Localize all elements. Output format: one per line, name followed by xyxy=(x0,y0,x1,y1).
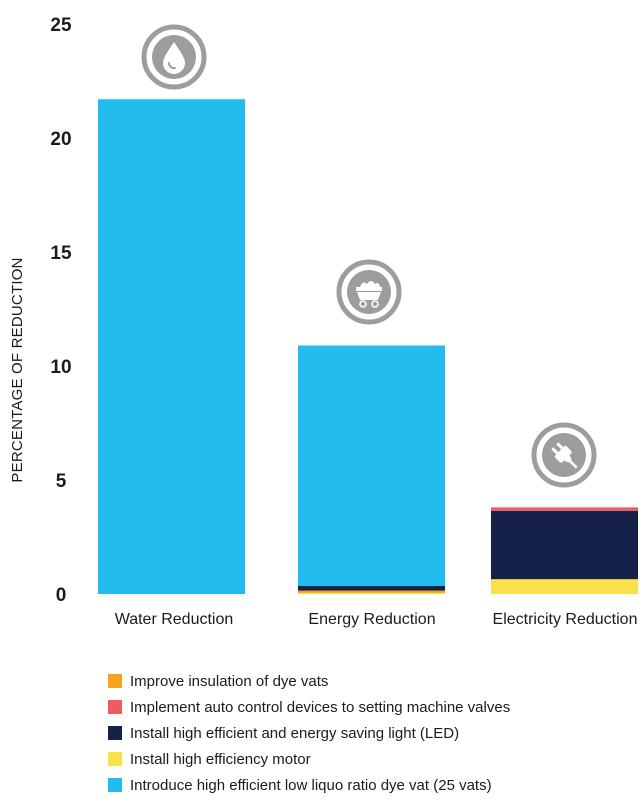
bar-segment xyxy=(298,345,445,587)
legend-item: Introduce high efficient low liquo ratio… xyxy=(108,772,510,798)
legend-swatch xyxy=(108,752,122,766)
bar-segment xyxy=(491,507,638,511)
legend-label: Improve insulation of dye vats xyxy=(130,672,329,690)
legend-swatch xyxy=(108,778,122,792)
legend-item: Implement auto control devices to settin… xyxy=(108,694,510,720)
bar-segment xyxy=(298,592,445,594)
legend-label: Install high efficiency motor xyxy=(130,750,311,768)
y-axis-label: PERCENTAGE OF REDUCTION xyxy=(9,257,26,482)
x-category-label: Water Reduction xyxy=(115,611,234,628)
legend-item: Improve insulation of dye vats xyxy=(108,668,510,694)
category-icons xyxy=(141,24,597,488)
y-tick-label: 0 xyxy=(56,585,67,606)
legend-swatch xyxy=(108,674,122,688)
water-drop-icon xyxy=(141,24,207,90)
bar-segment xyxy=(491,510,638,580)
x-category-label: Energy Reduction xyxy=(308,611,435,628)
legend-item: Install high efficiency motor xyxy=(108,746,510,772)
x-category-label: Electricity Reduction xyxy=(493,611,638,628)
bar-segment xyxy=(298,586,445,591)
y-tick-label: 15 xyxy=(50,243,72,264)
x-axis-labels: Water Reduction Energy Reduction Electrici… xyxy=(115,611,638,628)
legend-label: Install high efficient and energy saving… xyxy=(130,724,460,742)
y-axis-ticks: 0 5 10 15 20 25 xyxy=(50,15,72,606)
bars xyxy=(98,99,638,595)
legend-label: Implement auto control devices to settin… xyxy=(130,698,511,716)
y-tick-label: 5 xyxy=(56,471,67,492)
legend-label: Introduce high efficient low liquo ratio… xyxy=(130,776,492,794)
bar-segment xyxy=(491,579,638,594)
bar-segment xyxy=(98,99,245,595)
y-tick-label: 20 xyxy=(50,129,71,150)
electric-plug-icon xyxy=(531,422,597,488)
y-tick-label: 10 xyxy=(50,357,71,378)
bar-segment xyxy=(298,590,445,593)
legend-item: Install high efficient and energy saving… xyxy=(108,720,510,746)
legend-swatch xyxy=(108,726,122,740)
y-tick-label: 25 xyxy=(50,15,72,36)
coal-cart-icon xyxy=(336,259,402,325)
legend: Improve insulation of dye vats Implement … xyxy=(108,668,510,798)
legend-swatch xyxy=(108,700,122,714)
